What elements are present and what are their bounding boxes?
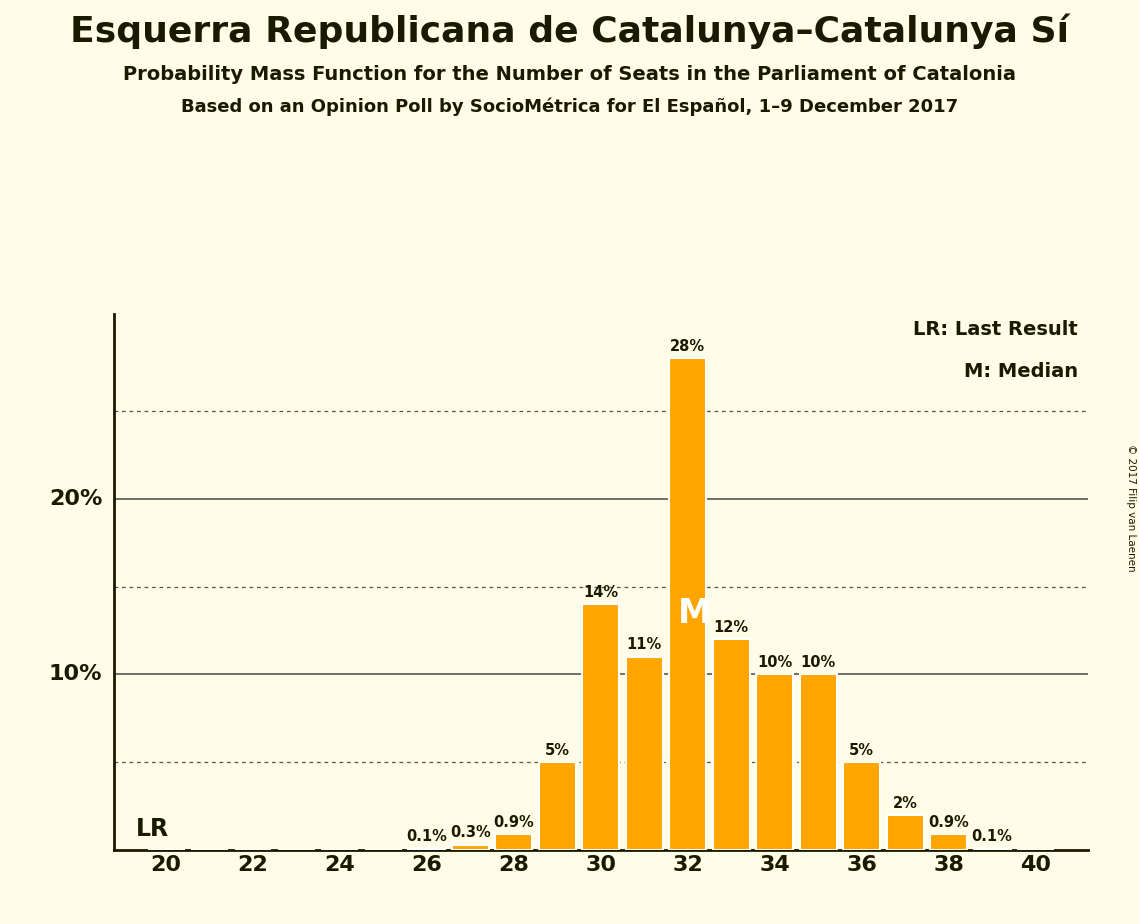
Text: 14%: 14% bbox=[583, 585, 618, 600]
Text: 0.3%: 0.3% bbox=[450, 825, 491, 841]
Text: 12%: 12% bbox=[714, 620, 748, 635]
Text: 0.9%: 0.9% bbox=[493, 815, 534, 830]
Bar bbox=[931, 834, 967, 850]
Bar bbox=[974, 848, 1010, 850]
Text: 10%: 10% bbox=[757, 655, 793, 670]
Text: M: Median: M: Median bbox=[964, 362, 1077, 382]
Bar bbox=[582, 604, 620, 850]
Bar bbox=[452, 845, 489, 850]
Bar bbox=[843, 762, 880, 850]
Text: LR: LR bbox=[136, 818, 169, 841]
Text: Esquerra Republicana de Catalunya–Catalunya Sí: Esquerra Republicana de Catalunya–Catalu… bbox=[69, 14, 1070, 49]
Text: LR: Last Result: LR: Last Result bbox=[913, 320, 1077, 338]
Bar bbox=[886, 815, 924, 850]
Text: 28%: 28% bbox=[670, 339, 705, 354]
Text: 0.9%: 0.9% bbox=[928, 815, 969, 830]
Bar bbox=[670, 359, 706, 850]
Text: 0.1%: 0.1% bbox=[407, 829, 448, 844]
Text: M: M bbox=[678, 598, 711, 630]
Bar bbox=[800, 675, 837, 850]
Text: Probability Mass Function for the Number of Seats in the Parliament of Catalonia: Probability Mass Function for the Number… bbox=[123, 65, 1016, 84]
Bar bbox=[756, 675, 793, 850]
Bar bbox=[625, 657, 663, 850]
Text: 0.1%: 0.1% bbox=[972, 829, 1013, 844]
Text: 10%: 10% bbox=[801, 655, 836, 670]
Bar bbox=[495, 834, 532, 850]
Text: © 2017 Filip van Laenen: © 2017 Filip van Laenen bbox=[1126, 444, 1136, 572]
Bar bbox=[539, 762, 576, 850]
Text: 5%: 5% bbox=[544, 743, 570, 758]
Text: 2%: 2% bbox=[893, 796, 918, 810]
Text: 5%: 5% bbox=[850, 743, 874, 758]
Text: 20%: 20% bbox=[49, 489, 103, 508]
Text: Based on an Opinion Poll by SocioMétrica for El Español, 1–9 December 2017: Based on an Opinion Poll by SocioMétrica… bbox=[181, 97, 958, 116]
Bar bbox=[409, 848, 445, 850]
Text: 11%: 11% bbox=[626, 638, 662, 652]
Bar bbox=[713, 639, 749, 850]
Text: 10%: 10% bbox=[49, 664, 103, 685]
